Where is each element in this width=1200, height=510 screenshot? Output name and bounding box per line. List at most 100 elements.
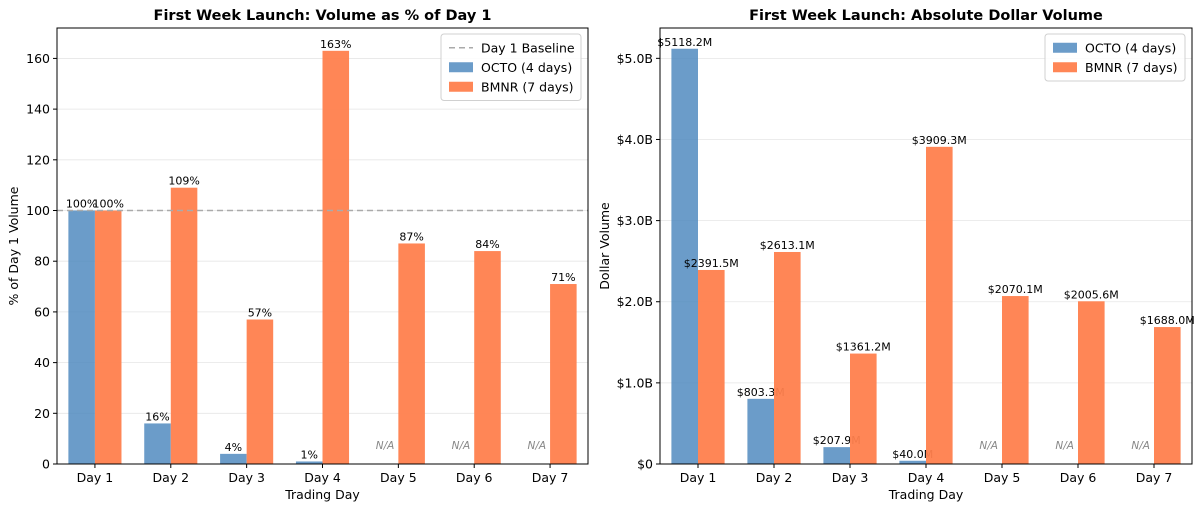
data-label: 4% [225,441,242,454]
na-label: N/A [979,440,998,452]
y-tick-label: 20 [34,406,50,421]
legend-box [440,33,582,101]
bar [550,284,577,464]
y-tick-label: $5.0B [617,51,653,66]
bar [823,447,850,464]
na-label: N/A [1055,440,1074,452]
x-tick-label: Day 3 [832,470,869,485]
x-tick-label: Day 3 [228,470,265,485]
y-axis-label: % of Day 1 Volume [6,186,21,305]
y-tick-label: 60 [34,304,50,319]
dollar-volume-chart: $5118.2M $803.3M $207.9M $40.0M N/A N/A N/A $23… [597,8,1195,502]
data-label: $207.9M [813,434,861,447]
data-label: 84% [475,238,499,251]
x-tick-label: Day 2 [756,470,793,485]
bar [1154,327,1181,464]
legend-label: Day 1 Baseline [481,40,575,55]
bar [671,48,698,464]
bar [899,460,926,464]
bar [94,210,122,464]
legend-label: BMNR (7 days) [1085,60,1178,75]
bar [246,319,274,464]
y-axis-label: Dollar Volume [597,202,612,290]
legend-swatch [1053,42,1077,53]
na-label: N/A [376,440,395,452]
y-tick-label: $4.0B [617,132,653,147]
x-tick-label: Day 5 [380,470,417,485]
data-label: $1688.0M [1140,314,1195,327]
y-tick-label: 40 [34,355,50,370]
x-tick-label: Day 4 [304,470,341,485]
bar [144,423,171,464]
y-tick-label: 0 [42,457,50,472]
y-tick-label: 100 [26,203,50,218]
bar [170,187,198,464]
data-label: $2070.1M [988,283,1043,296]
x-tick-label: Day 2 [152,470,189,485]
bar [1078,301,1105,464]
x-axis-label: Trading Day [284,487,360,502]
data-label: 100% [92,198,123,211]
chart-title: First Week Launch: Volume as % of Day 1 [154,8,492,24]
y-tick-label: 120 [26,152,50,167]
legend-swatch [449,62,473,73]
legend-label: BMNR (7 days) [481,79,574,94]
bar [850,353,877,464]
data-label: $2005.6M [1064,288,1119,301]
na-label: N/A [1131,440,1150,452]
na-label: N/A [452,440,471,452]
data-label: 163% [320,38,351,51]
y-tick-label: $3.0B [617,213,653,228]
y-tick-label: $0 [637,457,653,472]
x-axis-label: Trading Day [888,487,964,502]
x-tick-label: Day 6 [456,470,493,485]
y-tick-label: 160 [26,51,50,66]
bar [474,251,501,464]
bar [220,453,247,464]
legend: OCTO (4 days) BMNR (7 days) [1044,33,1186,82]
data-label: $2391.5M [684,257,739,270]
x-tick-label: Day 4 [908,470,945,485]
y-tick-label: $2.0B [617,294,653,309]
data-label: 71% [551,271,575,284]
data-label: 57% [248,307,272,320]
data-label: $803.3M [737,386,785,399]
data-label: $5118.2M [657,36,712,49]
x-tick-label: Day 7 [1136,470,1173,485]
legend: Day 1 Baseline OCTO (4 days) BMNR (7 days) [440,33,582,101]
legend-box [1044,33,1186,82]
bar [68,210,95,464]
y-tick-label: 80 [34,254,50,269]
data-label: $40.0M [892,448,933,461]
data-label: 100% [66,198,97,211]
data-label: 109% [168,175,199,188]
y-tick-label: 140 [26,102,50,117]
x-tick-label: Day 1 [77,470,114,485]
na-label: N/A [528,440,547,452]
bar [322,50,350,464]
percent-volume-chart: 100% 16% 4% 1% N/A N/A N/A 100% 109% 57% 163% 87% 84… [6,8,589,502]
legend-label: OCTO (4 days) [481,60,572,75]
bar [747,398,774,464]
bar [1002,296,1029,464]
y-tick-label: $1.0B [617,375,653,390]
bar [698,269,725,464]
data-label: $1361.2M [836,341,891,354]
data-label: 87% [399,230,423,243]
x-tick-label: Day 7 [532,470,569,485]
chart-title: First Week Launch: Absolute Dollar Volum… [749,8,1103,24]
x-tick-label: Day 1 [680,470,717,485]
bar [774,251,801,464]
data-label: $3909.3M [912,134,967,147]
legend-swatch [1053,62,1077,73]
data-label: 16% [145,410,169,423]
x-tick-label: Day 5 [984,470,1021,485]
legend-swatch [449,81,473,92]
data-label: 1% [300,448,317,461]
bar [926,146,953,464]
bar [295,461,323,464]
bar [398,243,425,464]
data-label: $2613.1M [760,239,815,252]
x-tick-label: Day 6 [1060,470,1097,485]
